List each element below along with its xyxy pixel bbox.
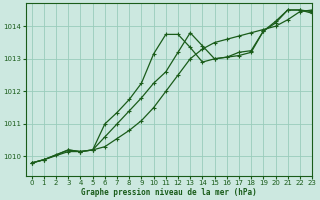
X-axis label: Graphe pression niveau de la mer (hPa): Graphe pression niveau de la mer (hPa) — [81, 188, 257, 197]
